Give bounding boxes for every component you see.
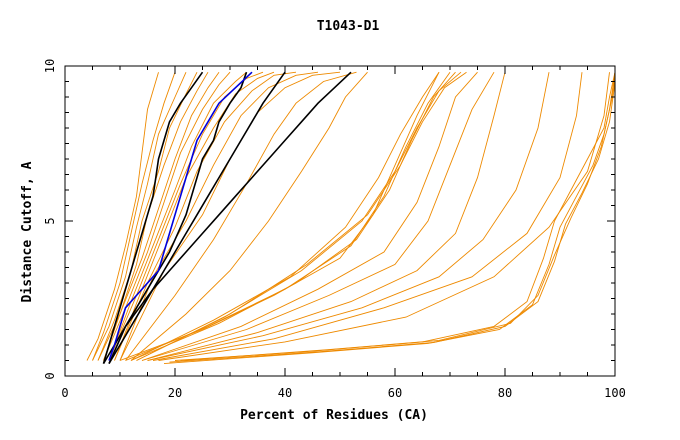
series-line-orange-6 [103,71,231,361]
axis-layer: 0 20 40 60 80 100 0 5 10 [43,59,626,400]
y-tick-label: 10 [43,59,57,73]
series-line-orange-9 [114,71,275,361]
series-line-orange-28 [163,72,616,365]
series-line-orange-4 [97,71,209,361]
series-line-orange-22 [141,71,495,361]
series-line-orange-18 [130,71,440,361]
x-tick-label: 100 [604,386,626,400]
series-line-black-31 [102,71,204,364]
series-line-orange-29 [169,72,616,363]
series-line-orange-17 [130,71,456,361]
series-line-orange-16 [125,71,451,361]
series-line-orange-5 [103,71,220,361]
chart-title: T1043-D1 [317,19,380,34]
series-line-black-32 [108,71,248,364]
series-line-orange-21 [141,71,478,361]
series-layer [86,71,616,365]
series-line-orange-7 [108,71,247,361]
series-line-orange-0 [86,72,159,361]
series-line-orange-26 [158,72,610,361]
series-line-orange-11 [119,71,319,361]
x-tick-label: 0 [61,386,68,400]
series-line-black-34 [102,71,352,365]
x-tick-label: 80 [498,386,512,400]
series-line-orange-1 [92,72,176,361]
x-tick-label: 20 [168,386,182,400]
series-line-orange-14 [130,71,368,361]
x-axis-label: Percent of Residues (CA) [240,408,428,423]
x-tick-label: 60 [388,386,402,400]
y-tick-label: 0 [43,372,57,379]
series-line-blue-35 [108,71,253,361]
y-tick-label: 5 [43,217,57,224]
series-line-orange-15 [119,71,440,361]
series-line-orange-13 [125,71,357,361]
series-line-orange-10 [114,71,297,361]
series-line-black-33 [108,71,286,365]
x-tick-label: 40 [278,386,292,400]
series-line-orange-2 [92,72,187,361]
series-line-orange-25 [152,72,583,361]
y-axis-label: Distance Cutoff, A [20,161,35,302]
series-line-orange-30 [180,72,616,361]
series-line-orange-20 [136,71,467,361]
series-line-orange-23 [147,72,506,361]
series-line-orange-24 [147,72,550,361]
